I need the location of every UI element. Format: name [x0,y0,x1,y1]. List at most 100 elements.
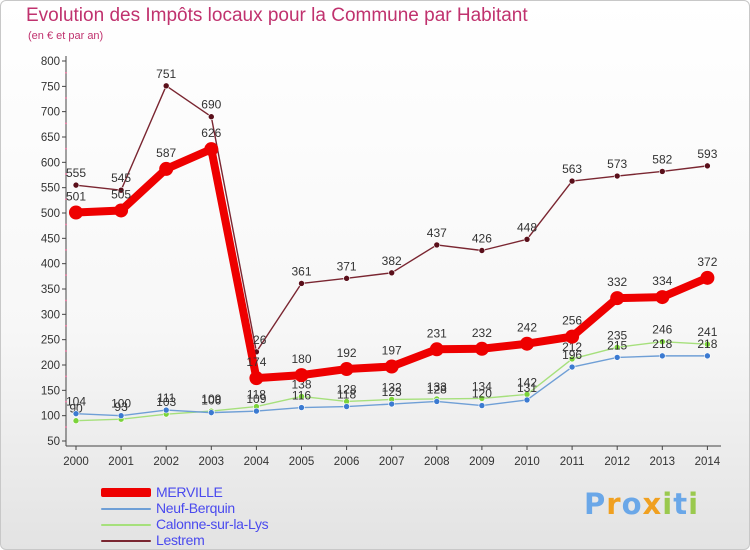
data-label-merville: 180 [291,352,311,366]
data-label-neuf-berquin: 106 [201,394,221,408]
x-tick-label: 2003 [199,456,225,468]
data-label-neuf-berquin: 109 [246,392,266,406]
y-tick-label: 550 [41,183,60,195]
legend-swatch-neuf-berquin [101,508,151,510]
data-label-lestrem: 437 [427,226,447,240]
data-point-calonne-sur-la-lys [568,355,576,363]
data-point-neuf-berquin [478,402,486,409]
data-label-lestrem: 573 [607,157,627,171]
data-label-lestrem: 545 [111,171,131,185]
data-point-calonne-sur-la-lys [298,393,305,400]
data-label-lestrem: 593 [697,147,717,161]
data-label-calonne-sur-la-lys: 132 [382,380,402,394]
y-tick-label: 50 [47,436,60,448]
y-tick-label: 600 [41,157,60,169]
data-label-merville: 242 [517,321,537,335]
logo-letter: r [606,487,622,521]
x-tick-label: 2000 [63,456,89,468]
data-point-lestrem [388,269,396,277]
data-point-lestrem [523,236,531,243]
data-label-merville: 626 [201,126,221,140]
x-tick-label: 2013 [650,456,676,468]
x-tick-label: 2005 [289,456,315,468]
logo-letter: i [688,487,700,521]
data-point-lestrem [704,162,711,170]
data-label-calonne-sur-la-lys: 142 [517,375,537,389]
data-point-lestrem [613,172,621,180]
data-label-merville: 332 [607,275,627,289]
legend-label-calonne-sur-la-lys: Calonne-sur-la-Lys [156,516,269,532]
data-label-merville: 232 [472,326,492,340]
data-point-lestrem [568,177,576,185]
y-tick-label: 750 [41,81,60,93]
data-point-calonne-sur-la-lys [658,338,666,345]
x-tick-label: 2004 [244,456,270,468]
legend-label-merville: MERVILLE [156,484,223,500]
data-label-neuf-berquin: 215 [607,338,627,352]
y-tick-label: 150 [41,385,60,397]
data-point-merville [655,290,670,305]
proxiti-logo: Proxiti [584,487,699,521]
data-label-lestrem: 361 [291,264,311,278]
data-point-merville [69,205,83,220]
data-label-lestrem: 426 [472,231,492,245]
data-label-neuf-berquin: 100 [111,397,131,411]
chart-title: Evolution des Impôts locaux pour la Comm… [26,5,528,26]
y-tick-label: 500 [41,208,60,220]
data-point-neuf-berquin [117,412,125,419]
data-label-calonne-sur-la-lys: 133 [427,380,447,394]
data-label-neuf-berquin: 218 [652,337,672,351]
data-label-merville: 587 [156,146,176,160]
data-label-lestrem: 448 [517,220,537,234]
data-point-merville [610,291,625,306]
y-tick-label: 800 [41,56,60,68]
data-label-merville: 231 [427,326,447,340]
x-tick-label: 2011 [560,456,585,468]
data-point-neuf-berquin [388,400,396,408]
data-point-neuf-berquin [613,354,621,361]
data-label-calonne-sur-la-lys: 103 [156,395,176,409]
data-label-lestrem: 563 [562,162,582,176]
data-label-calonne-sur-la-lys: 109 [201,392,221,406]
y-tick-label: 650 [41,132,60,144]
data-point-lestrem [162,82,170,90]
data-point-lestrem [298,280,305,287]
data-label-calonne-sur-la-lys: 246 [652,323,672,337]
data-label-merville: 505 [111,187,131,201]
data-label-merville: 256 [562,314,582,328]
data-point-merville [339,362,354,377]
y-tick-label: 700 [41,107,60,119]
data-label-lestrem: 690 [201,98,221,112]
data-label-calonne-sur-la-lys: 118 [247,388,266,402]
data-label-merville: 197 [382,344,402,358]
y-tick-label: 250 [41,335,60,347]
x-tick-label: 2010 [514,456,540,468]
data-point-calonne-sur-la-lys [613,343,621,351]
data-point-neuf-berquin [253,407,260,415]
data-point-lestrem [343,275,350,282]
data-label-neuf-berquin: 111 [157,391,176,405]
data-point-calonne-sur-la-lys [72,417,80,425]
data-point-neuf-berquin [343,403,350,410]
data-point-neuf-berquin [298,404,305,411]
data-label-lestrem: 555 [66,166,86,180]
data-label-calonne-sur-la-lys: 241 [697,325,717,339]
data-point-neuf-berquin [72,410,80,417]
chart-subtitle: (en € et par an) [28,30,104,42]
data-label-neuf-berquin: 120 [472,387,492,401]
data-point-neuf-berquin [162,406,170,414]
data-label-calonne-sur-la-lys: 212 [562,340,582,354]
data-label-calonne-sur-la-lys: 235 [607,328,627,342]
data-point-neuf-berquin [523,396,531,404]
data-label-calonne-sur-la-lys: 93 [114,400,128,414]
y-tick-label: 200 [41,360,60,372]
data-point-merville [204,142,219,157]
x-tick-label: 2008 [424,456,450,468]
data-label-neuf-berquin: 104 [66,395,86,409]
data-point-lestrem [478,247,486,254]
logo-letter: P [584,487,607,521]
